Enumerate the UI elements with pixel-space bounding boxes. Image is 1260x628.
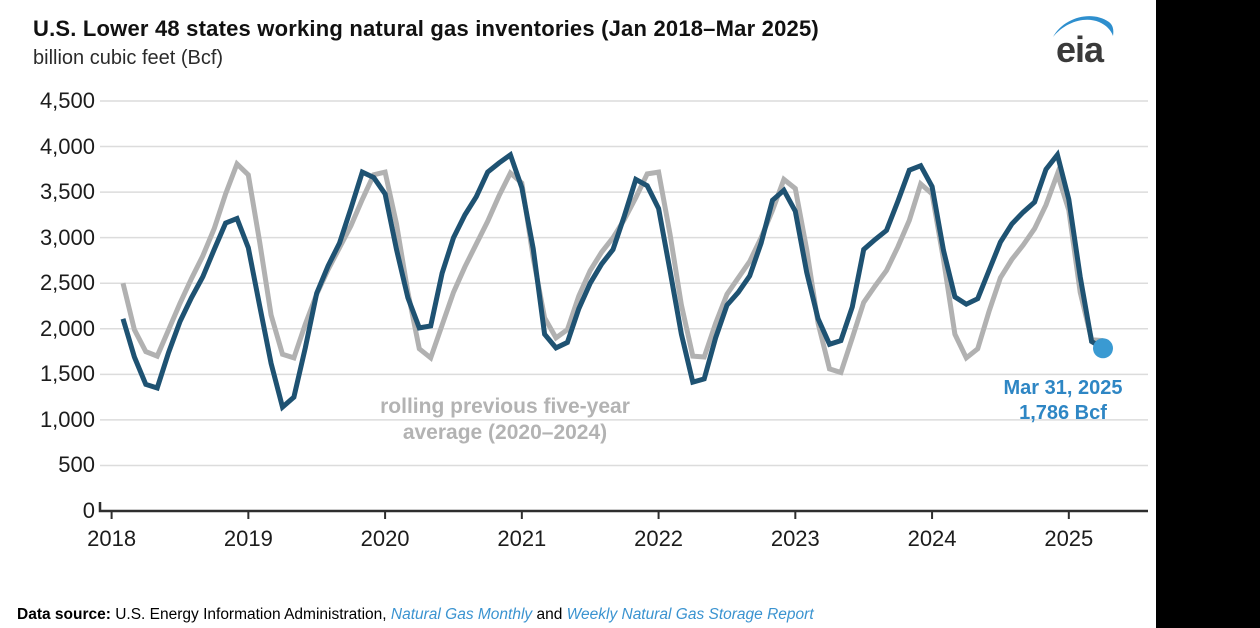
x-axis-label-2025: 2025 [1044,526,1094,551]
screen-edge-black-bar [1156,0,1260,628]
five-year-average-line [120,159,1104,376]
y-axis-label-4,500: 4,500 [39,88,95,113]
natural-gas-monthly-link[interactable]: Natural Gas Monthly [390,606,533,623]
chart-title: U.S. Lower 48 states working natural gas… [33,16,819,41]
data-source-label: Data source: [17,606,111,623]
y-axis-label-1,000: 1,000 [39,406,95,432]
weekly-storage-report-link[interactable]: Weekly Natural Gas Storage Report [566,606,814,623]
x-axis-line [98,502,1148,513]
y-axis-label-2,000: 2,000 [39,315,95,341]
data-source-text: U.S. Energy Information Administration, [110,606,391,623]
x-axis-label-2021: 2021 [497,526,547,551]
y-axis-label-3,000: 3,000 [39,224,95,250]
series-lines [120,149,1113,412]
five-year-average-inline-label: rolling previous five-year average (2020… [330,394,680,446]
x-axis-label-2022: 2022 [634,526,684,551]
actual-inventories-line [120,149,1105,412]
x-axis-label-2020: 2020 [360,526,410,551]
x-axis [98,502,1148,519]
y-axis-label-0: 0 [82,498,95,523]
five-year-average-label-line2: average (2020–2024) [402,421,608,444]
y-axis-label-3,500: 3,500 [39,179,95,205]
x-axis-label-2023: 2023 [770,526,820,551]
endpoint-date: Mar 31, 2025 [1003,377,1123,399]
five-year-average-label-line1: rolling previous five-year [380,395,630,418]
chart-units-subtitle: billion cubic feet (Bcf) [33,47,224,69]
endpoint-value: 1,786 Bcf [1019,402,1107,424]
y-axis-label-2,500: 2,500 [39,270,95,296]
endpoint-marker-dot [1093,338,1113,359]
data-source-line: Data source: U.S. Energy Information Adm… [17,606,814,624]
data-source-conjunction: and [532,606,567,623]
eia-logo: eia [1050,10,1120,74]
x-axis-label-2019: 2019 [223,526,273,551]
y-axis-label-1,500: 1,500 [39,361,95,387]
y-axis-label-4,000: 4,000 [39,133,95,159]
eia-logo-text: eia [1056,29,1105,70]
endpoint-annotation: Mar 31, 2025 1,786 Bcf [953,376,1173,426]
eia-logo-swoosh-icon [1053,16,1114,37]
x-axis-label-2024: 2024 [907,526,957,551]
x-axis-label-2018: 2018 [87,526,137,551]
y-axis-label-500: 500 [58,452,95,478]
